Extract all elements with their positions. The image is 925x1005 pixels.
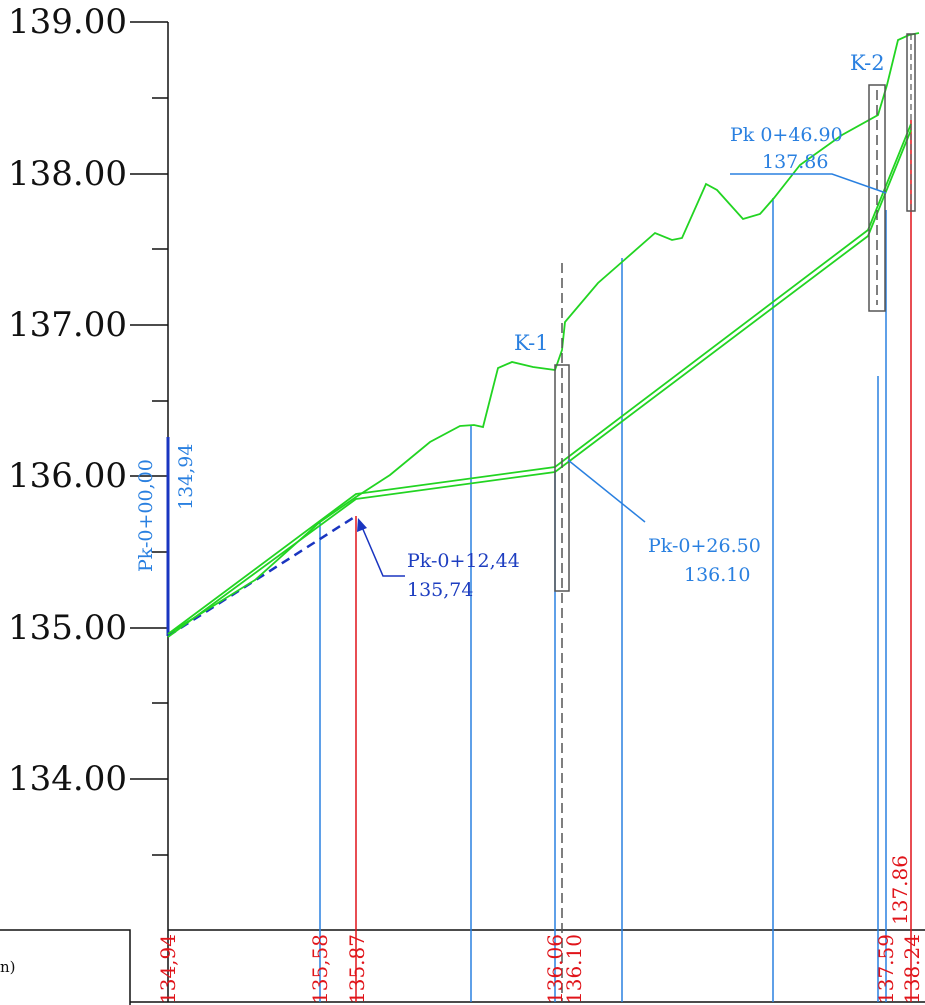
pk26-leader bbox=[567, 459, 646, 523]
y-tick-label: 137.00 bbox=[8, 305, 127, 345]
pk46-elevation-label: 137.86 bbox=[762, 151, 828, 173]
y-tick-label: 134.00 bbox=[8, 759, 127, 799]
k2-marker: K-2 bbox=[850, 33, 916, 312]
pk12-leader bbox=[361, 526, 405, 577]
start-callout: Pk-0+00,00 134,94 bbox=[135, 444, 197, 572]
ground-line bbox=[167, 32, 920, 635]
band-value: 135.87 bbox=[345, 934, 369, 1004]
pk12-arrowhead bbox=[357, 518, 367, 532]
legend-fragment: n) bbox=[0, 929, 131, 1005]
y-axis: 139.00 138.00 137.00 136.00 135.00 134.0… bbox=[8, 2, 169, 1002]
y-tick-label: 138.00 bbox=[8, 154, 127, 194]
band-value: 137.59 bbox=[874, 934, 898, 1004]
start-station-label: Pk-0+00,00 bbox=[135, 459, 157, 572]
pk12-elevation-label: 135,74 bbox=[407, 579, 473, 601]
k1-marker: K-1 bbox=[514, 263, 570, 1002]
y-tick-labels: 139.00 138.00 137.00 136.00 135.00 134.0… bbox=[8, 2, 127, 799]
design-profile bbox=[167, 123, 912, 638]
k1-label: K-1 bbox=[514, 331, 549, 355]
pk46-leader bbox=[730, 173, 887, 194]
y-tick-label: 135.00 bbox=[8, 608, 127, 648]
pk12-station-label: Pk-0+12,44 bbox=[407, 550, 520, 572]
band-value: 138.24 bbox=[900, 934, 924, 1004]
k1-box bbox=[554, 364, 570, 592]
band-value: 135,58 bbox=[308, 934, 332, 1004]
band-value: 134,94 bbox=[156, 934, 180, 1004]
y-minor-ticks bbox=[152, 97, 168, 856]
y-tick-label: 136.00 bbox=[8, 456, 127, 496]
k2-label: K-2 bbox=[850, 51, 885, 75]
design-line-lower bbox=[167, 129, 912, 638]
station-lines bbox=[166, 120, 912, 1002]
existing-dashed-line bbox=[167, 514, 357, 638]
start-elevation-label: 134,94 bbox=[175, 444, 197, 510]
pk12-callout: Pk-0+12,44 135,74 bbox=[357, 518, 520, 601]
pk26-callout: Pk-0+26.50 136.10 bbox=[567, 459, 761, 586]
legend-box bbox=[0, 929, 131, 1005]
pk26-station-label: Pk-0+26.50 bbox=[648, 535, 761, 557]
pk46-callout: Pk 0+46.90 137.86 bbox=[730, 124, 887, 194]
pk46-station-label: Pk 0+46.90 bbox=[730, 124, 843, 146]
band-value: 136.06 bbox=[543, 934, 567, 1004]
ground-profile bbox=[167, 32, 920, 635]
band-value: 136.10 bbox=[562, 934, 586, 1004]
band-upper-value: 137.86 bbox=[888, 855, 912, 925]
existing-profile bbox=[167, 514, 357, 638]
bottom-values: 134,94 135,58 135.87 136.06 136.10 137.5… bbox=[156, 855, 924, 1004]
k2-box bbox=[868, 84, 886, 312]
y-major-ticks bbox=[130, 21, 168, 780]
legend-fragment-text: n) bbox=[0, 958, 16, 976]
bottom-band bbox=[130, 929, 925, 1003]
y-tick-label: 139.00 bbox=[8, 2, 127, 42]
pk26-elevation-label: 136.10 bbox=[684, 564, 750, 586]
